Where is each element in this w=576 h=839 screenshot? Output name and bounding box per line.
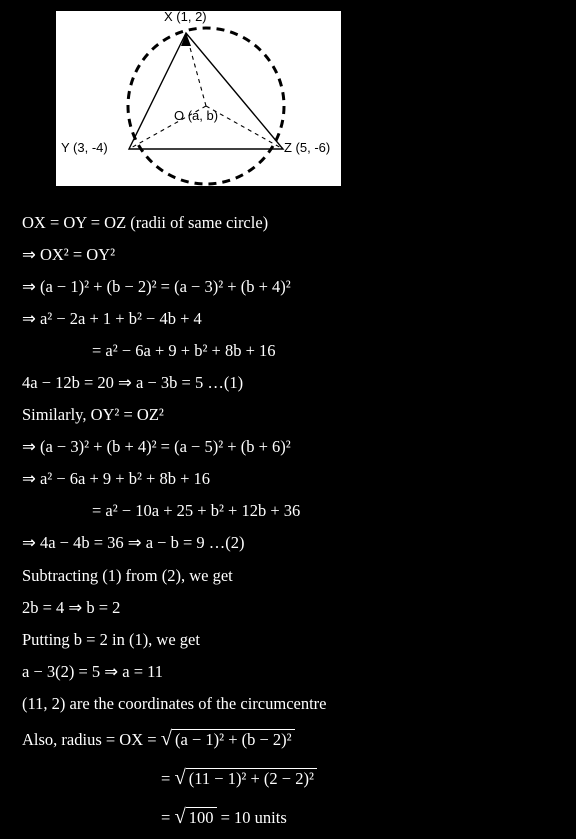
step-19-eq: = bbox=[161, 808, 174, 827]
label-o: O (a, b) bbox=[174, 108, 218, 123]
step-17-prefix: Also, radius = OX = bbox=[22, 730, 161, 749]
diagram-svg bbox=[56, 11, 341, 186]
step-12: Subtracting (1) from (2), we get bbox=[22, 562, 327, 590]
step-4: ⇒ a² − 2a + 1 + b² − 4b + 4 bbox=[22, 305, 327, 333]
step-17: Also, radius = OX = √(a − 1)² + (b − 2)² bbox=[22, 722, 327, 757]
step-18: = √(11 − 1)² + (2 − 2)² bbox=[22, 761, 327, 796]
step-9: ⇒ a² − 6a + 9 + b² + 8b + 16 bbox=[22, 465, 327, 493]
derivation-steps: OX = OY = OZ (radii of same circle) ⇒ OX… bbox=[22, 205, 327, 839]
step-14: Putting b = 2 in (1), we get bbox=[22, 626, 327, 654]
step-6: 4a − 12b = 20 ⇒ a − 3b = 5 …(1) bbox=[22, 369, 327, 397]
step-19: = √100 = 10 units bbox=[22, 800, 327, 835]
step-19-radicand: 100 bbox=[186, 807, 217, 827]
step-1: OX = OY = OZ (radii of same circle) bbox=[22, 209, 327, 237]
sqrt-sign-2: √ bbox=[174, 767, 185, 789]
step-8: ⇒ (a − 3)² + (b + 4)² = (a − 5)² + (b + … bbox=[22, 433, 327, 461]
step-3: ⇒ (a − 1)² + (b − 2)² = (a − 3)² + (b + … bbox=[22, 273, 327, 301]
sqrt-sign-1: √ bbox=[161, 728, 172, 750]
label-x: X (1, 2) bbox=[164, 9, 207, 24]
step-15: a − 3(2) = 5 ⇒ a = 11 bbox=[22, 658, 327, 686]
circumcircle-diagram: X (1, 2) Y (3, -4) Z (5, -6) O (a, b) bbox=[55, 10, 342, 187]
label-y: Y (3, -4) bbox=[61, 140, 108, 155]
step-10: = a² − 10a + 25 + b² + 12b + 36 bbox=[22, 497, 327, 525]
step-17-radicand: (a − 1)² + (b − 2)² bbox=[172, 729, 295, 749]
step-19-tail: = 10 units bbox=[221, 808, 287, 827]
step-18-radicand: (11 − 1)² + (2 − 2)² bbox=[186, 768, 317, 788]
step-16: (11, 2) are the coordinates of the circu… bbox=[22, 690, 327, 718]
step-2: ⇒ OX² = OY² bbox=[22, 241, 327, 269]
step-11: ⇒ 4a − 4b = 36 ⇒ a − b = 9 …(2) bbox=[22, 529, 327, 557]
label-z: Z (5, -6) bbox=[284, 140, 330, 155]
step-18-eq: = bbox=[161, 769, 174, 788]
step-7: Similarly, OY² = OZ² bbox=[22, 401, 327, 429]
step-13: 2b = 4 ⇒ b = 2 bbox=[22, 594, 327, 622]
step-5: = a² − 6a + 9 + b² + 8b + 16 bbox=[22, 337, 327, 365]
sqrt-sign-3: √ bbox=[174, 806, 185, 828]
